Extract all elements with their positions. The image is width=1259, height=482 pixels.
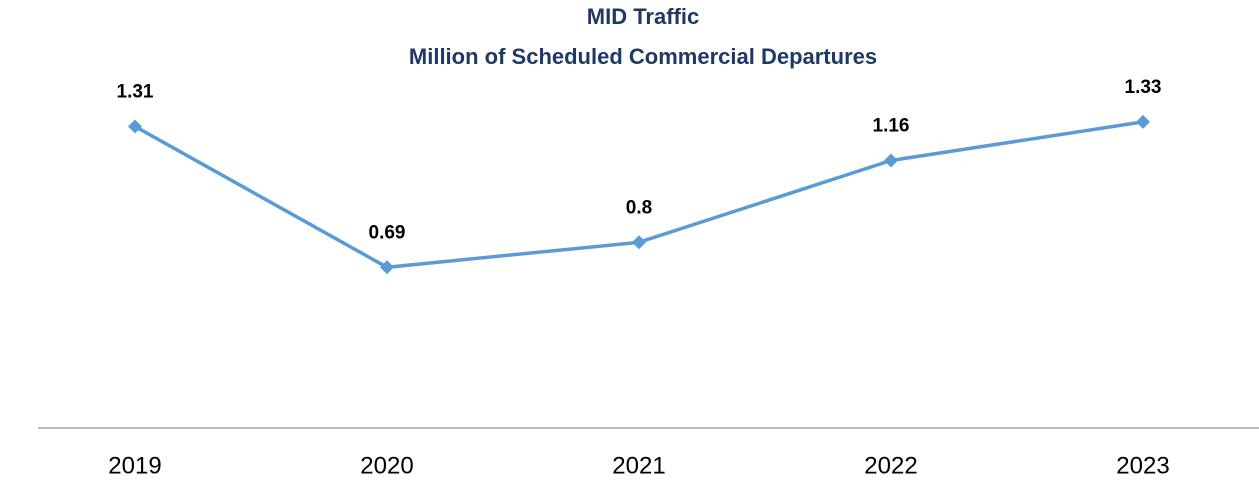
data-label: 1.31 — [117, 81, 154, 102]
data-label: 1.33 — [1125, 77, 1162, 98]
marker — [1136, 114, 1150, 129]
x-tick-label: 2019 — [108, 452, 161, 479]
x-tick-label: 2022 — [864, 452, 917, 479]
marker — [380, 260, 394, 275]
data-label: 0.69 — [369, 222, 406, 243]
data-label: 0.8 — [626, 197, 652, 218]
x-tick-label: 2020 — [360, 452, 413, 479]
chart-title: MID Traffic — [587, 4, 699, 29]
x-tick-label: 2023 — [1116, 452, 1169, 479]
data-label: 1.16 — [873, 116, 910, 137]
x-tick-label: 2021 — [612, 452, 665, 479]
chart-subtitle: Million of Scheduled Commercial Departur… — [409, 44, 877, 69]
marker — [884, 153, 898, 168]
marker — [128, 119, 142, 134]
marker — [632, 235, 646, 250]
